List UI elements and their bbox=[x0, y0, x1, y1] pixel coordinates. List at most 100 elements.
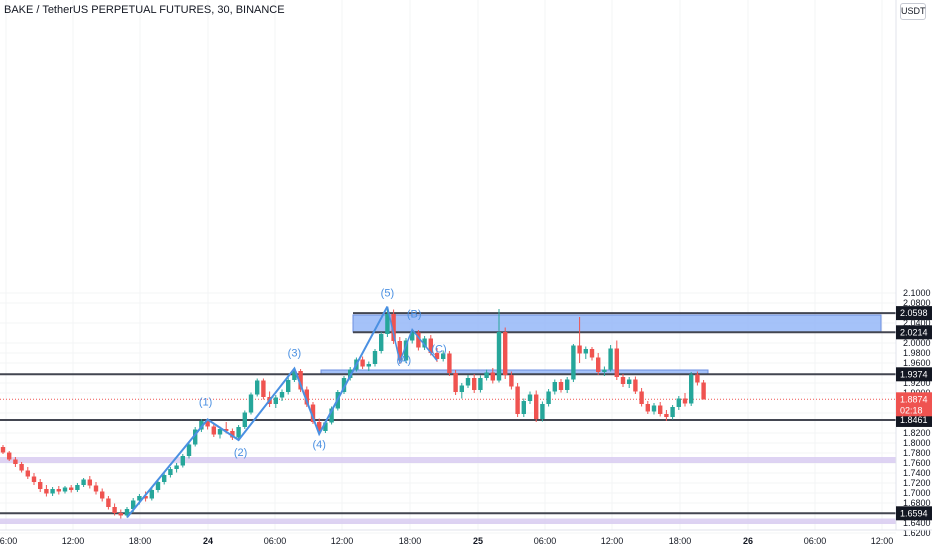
candle-body bbox=[403, 340, 409, 361]
candle-body bbox=[571, 345, 576, 380]
wave-label: (B) bbox=[407, 309, 422, 321]
y-tick-label: 1.6400 bbox=[903, 518, 931, 528]
candle-body bbox=[81, 479, 86, 485]
candle-body bbox=[651, 405, 657, 412]
candle-body bbox=[279, 392, 285, 398]
x-tick-label: 18:00 bbox=[399, 536, 422, 546]
candle-body bbox=[193, 429, 198, 445]
level-label: 2.0598 bbox=[900, 308, 928, 318]
y-tick-label: 1.7000 bbox=[903, 488, 931, 498]
candle-body bbox=[379, 334, 384, 351]
candle-body bbox=[13, 459, 18, 464]
time-axis[interactable]: 06:00 12:00 18:00 24 06:00 12:00 18:00 25 06:00 1… bbox=[0, 529, 932, 546]
candle-body bbox=[372, 351, 378, 364]
y-tick-label: 1.6200 bbox=[903, 528, 931, 538]
candle-body bbox=[155, 482, 161, 490]
candle-body bbox=[7, 452, 12, 460]
candle-body bbox=[596, 357, 601, 372]
candle-body bbox=[87, 479, 92, 486]
candle-body bbox=[639, 391, 644, 404]
candle-body bbox=[286, 380, 291, 392]
y-tick-label: 2.1000 bbox=[903, 288, 931, 298]
candle-body bbox=[149, 490, 154, 499]
candle-body bbox=[534, 394, 539, 419]
candle-body bbox=[583, 349, 588, 354]
zones bbox=[0, 314, 896, 524]
candle-body bbox=[496, 332, 502, 381]
candle-body bbox=[112, 507, 117, 513]
candle-body bbox=[50, 489, 55, 494]
current-price-bg bbox=[896, 392, 932, 417]
grid-lines bbox=[0, 0, 896, 534]
candle-body bbox=[0, 447, 6, 453]
candle-body bbox=[329, 408, 334, 423]
wave-label: (1) bbox=[199, 397, 212, 409]
candle-body bbox=[565, 379, 570, 390]
wave-label: (C) bbox=[431, 344, 446, 356]
x-tick-label: 25 bbox=[473, 536, 483, 546]
candle-body bbox=[434, 353, 440, 359]
candle-body bbox=[627, 379, 632, 384]
candle-body bbox=[478, 378, 483, 390]
candle-body bbox=[422, 338, 427, 348]
candle-body bbox=[323, 422, 328, 431]
current-price-label: 1.8874 bbox=[900, 394, 928, 404]
candle-body bbox=[608, 348, 613, 370]
level-label: 1.9374 bbox=[900, 369, 928, 379]
y-tick-label: 1.7400 bbox=[903, 468, 931, 478]
candle-body bbox=[106, 498, 111, 507]
candle-body bbox=[211, 426, 216, 435]
x-tick-label: 06:00 bbox=[264, 536, 287, 546]
x-tick-label: 06:00 bbox=[534, 536, 557, 546]
candle-body bbox=[441, 353, 446, 359]
candle-body bbox=[292, 371, 297, 380]
candle-body bbox=[366, 364, 371, 367]
candle-body bbox=[38, 482, 43, 489]
candle-body bbox=[162, 475, 167, 482]
candle-body bbox=[44, 489, 49, 494]
level-lines bbox=[0, 312, 896, 515]
candle-body bbox=[558, 382, 564, 390]
level-label-bg bbox=[896, 367, 932, 382]
candle-body bbox=[62, 487, 68, 492]
candle-body bbox=[416, 332, 421, 348]
level-label: 2.0214 bbox=[900, 327, 928, 337]
candle-body bbox=[317, 422, 322, 431]
candle-body bbox=[397, 341, 402, 361]
candle-body bbox=[664, 414, 669, 417]
x-tick-label: 26 bbox=[743, 536, 753, 546]
candle-body bbox=[701, 382, 706, 400]
y-tick-label: 1.8000 bbox=[903, 438, 931, 448]
candle-body bbox=[515, 386, 520, 414]
impulse-wave-line bbox=[126, 306, 389, 519]
wave-label: (5) bbox=[381, 288, 394, 300]
candle-body bbox=[428, 338, 433, 353]
level-label-bg bbox=[896, 306, 932, 321]
candle-body bbox=[124, 509, 130, 516]
candle-body bbox=[633, 379, 638, 392]
x-tick-label: 12:00 bbox=[871, 536, 894, 546]
candle-body bbox=[546, 391, 551, 404]
candle-body bbox=[472, 378, 477, 390]
y-tick-label: 1.9600 bbox=[903, 358, 931, 368]
candle-body bbox=[552, 382, 557, 392]
candle-body bbox=[93, 485, 99, 492]
candle-body bbox=[199, 421, 204, 430]
candle-body bbox=[304, 389, 309, 405]
candle-body bbox=[670, 407, 675, 417]
currency-button[interactable]: USDT bbox=[900, 3, 926, 20]
level-label-bg bbox=[896, 325, 932, 340]
x-tick-label: 12:00 bbox=[62, 536, 85, 546]
candle-body bbox=[453, 373, 458, 392]
y-tick-label: 2.0400 bbox=[903, 318, 931, 328]
x-tick-label: 12:00 bbox=[331, 536, 354, 546]
x-tick-label: 18:00 bbox=[129, 536, 152, 546]
candle-body bbox=[484, 372, 489, 378]
y-tick-label: 1.9800 bbox=[903, 348, 931, 358]
y-tick-label: 1.9200 bbox=[903, 378, 931, 388]
candle-body bbox=[242, 412, 247, 427]
candle-body bbox=[341, 378, 347, 392]
chart-title: BAKE / TetherUS PERPETUAL FUTURES, 30, B… bbox=[4, 4, 285, 16]
